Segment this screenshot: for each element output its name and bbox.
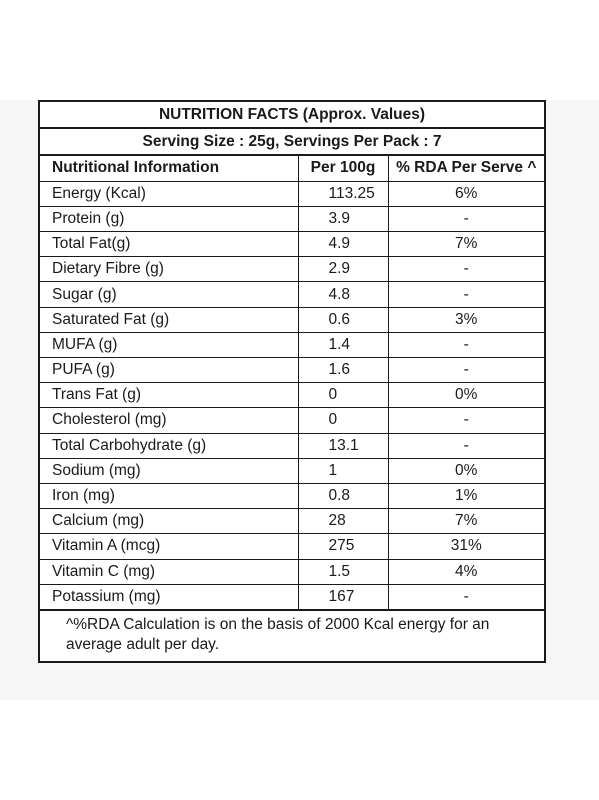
per-100g-value: 113.25 [297,180,389,207]
table-row: Vitamin A (mcg) 275 31% [40,533,544,560]
rda-value: 31% [387,533,544,560]
header-per-100g: Per 100g [297,156,389,182]
nutrient-name: Calcium (mg) [40,508,299,535]
nutrient-name: Sugar (g) [40,281,299,308]
rda-value: - [387,331,544,359]
per-100g-value: 28 [297,508,389,535]
table-row: Energy (Kcal) 113.25 6% [40,180,544,207]
table-row: Iron (mg) 0.8 1% [40,482,544,510]
rda-value: 3% [387,306,544,333]
nutrient-name: Total Carbohydrate (g) [40,432,299,459]
per-100g-value: 13.1 [297,432,389,459]
nutrition-facts-panel: NUTRITION FACTS (Approx. Values) Serving… [38,100,546,663]
per-100g-value: 3.9 [297,205,389,233]
table-row: Saturated Fat (g) 0.6 3% [40,306,544,333]
nutrient-name: PUFA (g) [40,356,299,384]
rda-value: 4% [387,558,544,585]
nutrient-name: Sodium (mg) [40,457,299,484]
nutrition-table: Nutritional Information Per 100g % RDA P… [40,156,544,610]
rda-value: - [387,356,544,384]
table-row: Total Carbohydrate (g) 13.1- [40,432,544,459]
table-row: Trans Fat (g) 0 0% [40,382,544,409]
rda-value: - [387,407,544,434]
per-100g-value: 0 [297,382,389,409]
table-row: Protein (g) 3.9- [40,205,544,233]
per-100g-value: 0.8 [297,482,389,510]
table-row: Vitamin C (mg) 1.5 4% [40,558,544,585]
per-100g-value: 275 [297,533,389,560]
nutrient-name: Energy (Kcal) [40,180,299,207]
per-100g-value: 1.5 [297,558,389,585]
per-100g-value: 1.4 [297,331,389,359]
header-row: Nutritional Information Per 100g % RDA P… [40,156,544,182]
nutrient-name: Total Fat(g) [40,231,299,258]
per-100g-value: 0 [297,407,389,434]
header-nutrient: Nutritional Information [40,156,299,182]
table-row: Sugar (g) 4.8- [40,281,544,308]
table-row: Calcium (mg) 28 7% [40,508,544,535]
nutrient-name: Trans Fat (g) [40,382,299,409]
nutrient-name: MUFA (g) [40,331,299,359]
table-row: Cholesterol (mg) 0- [40,407,544,434]
table-row: Sodium (mg) 1 0% [40,457,544,484]
per-100g-value: 1.6 [297,356,389,384]
per-100g-value: 2.9 [297,256,389,283]
table-row: PUFA (g) 1.6- [40,356,544,384]
per-100g-value: 167 [297,583,389,610]
nutrient-name: Iron (mg) [40,482,299,510]
table-row: Potassium (mg) 167- [40,583,544,610]
nutrient-name: Saturated Fat (g) [40,306,299,333]
rda-footnote: ^%RDA Calculation is on the basis of 200… [40,609,544,661]
table-row: MUFA (g) 1.4- [40,331,544,359]
per-100g-value: 4.8 [297,281,389,308]
rda-value: 0% [387,382,544,409]
nutrient-name: Protein (g) [40,205,299,233]
rda-value: 0% [387,457,544,484]
rda-value: 1% [387,482,544,510]
nutrient-name: Potassium (mg) [40,583,299,610]
rda-value: 7% [387,508,544,535]
table-row: Dietary Fibre (g) 2.9- [40,256,544,283]
serving-info: Serving Size : 25g, Servings Per Pack : … [40,129,544,156]
nutrient-name: Cholesterol (mg) [40,407,299,434]
rda-value: - [387,583,544,610]
rda-value: - [387,205,544,233]
per-100g-value: 1 [297,457,389,484]
nutrient-name: Vitamin A (mcg) [40,533,299,560]
table-row: Total Fat(g) 4.9 7% [40,231,544,258]
per-100g-value: 4.9 [297,231,389,258]
rda-value: - [387,256,544,283]
per-100g-value: 0.6 [297,306,389,333]
rda-value: - [387,281,544,308]
header-rda: % RDA Per Serve ^ [387,156,544,182]
rda-value: 6% [387,180,544,207]
rda-value: - [387,432,544,459]
panel-title: NUTRITION FACTS (Approx. Values) [40,102,544,129]
rda-value: 7% [387,231,544,258]
nutrient-name: Vitamin C (mg) [40,558,299,585]
nutrient-name: Dietary Fibre (g) [40,256,299,283]
